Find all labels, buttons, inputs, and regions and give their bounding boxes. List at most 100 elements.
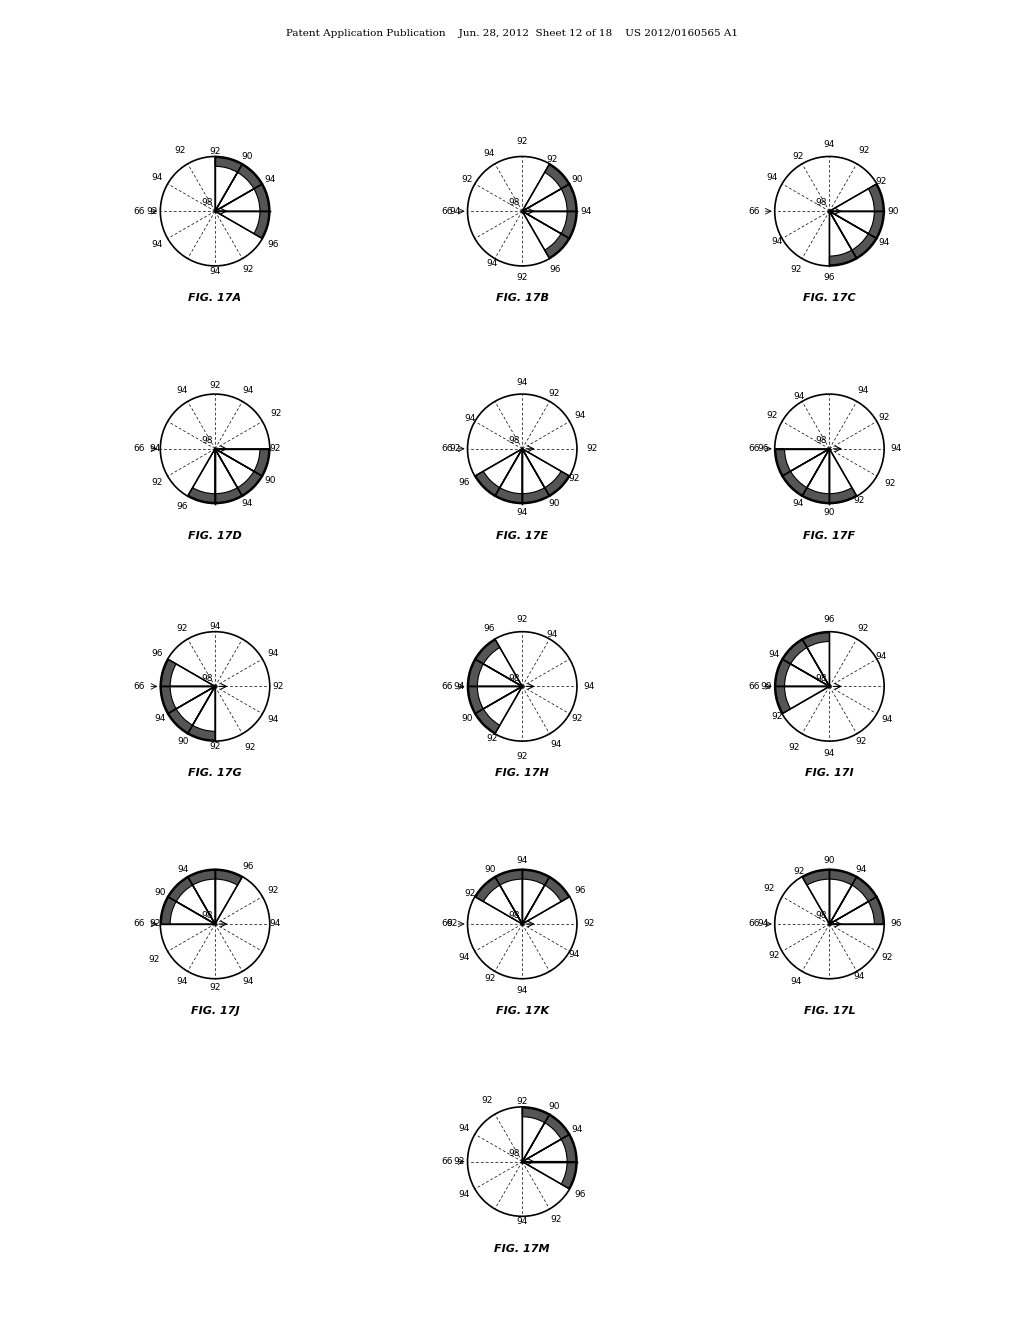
Text: 92: 92: [174, 147, 185, 154]
Text: 94: 94: [516, 986, 528, 995]
Text: 94: 94: [882, 715, 893, 725]
Wedge shape: [522, 1115, 568, 1162]
Text: 94: 94: [450, 207, 461, 215]
Text: 96: 96: [483, 624, 495, 634]
Text: 92: 92: [209, 742, 221, 751]
Text: 96: 96: [243, 862, 254, 871]
Wedge shape: [188, 725, 215, 741]
Text: 94: 94: [769, 651, 780, 659]
Text: 96: 96: [176, 502, 187, 511]
Wedge shape: [522, 449, 549, 503]
Wedge shape: [215, 185, 268, 211]
Text: 94: 94: [823, 748, 836, 758]
Wedge shape: [783, 640, 807, 664]
Text: 92: 92: [148, 954, 160, 964]
Text: 90: 90: [571, 176, 583, 183]
Text: 94: 94: [454, 682, 465, 690]
Text: 94: 94: [571, 1126, 583, 1134]
Text: 92: 92: [243, 264, 254, 273]
Text: 66: 66: [441, 920, 453, 928]
Wedge shape: [162, 898, 215, 924]
Text: 94: 94: [150, 445, 161, 453]
Wedge shape: [868, 185, 883, 211]
Wedge shape: [829, 898, 883, 924]
Wedge shape: [215, 449, 242, 503]
Text: 96: 96: [823, 273, 836, 282]
Text: FIG. 17A: FIG. 17A: [188, 293, 242, 304]
Wedge shape: [522, 185, 575, 211]
Wedge shape: [476, 686, 522, 733]
Text: 94: 94: [855, 865, 867, 874]
Text: 94: 94: [792, 499, 804, 508]
Text: 66: 66: [441, 207, 453, 215]
Wedge shape: [522, 870, 549, 886]
Text: 92: 92: [854, 496, 865, 506]
Text: 94: 94: [459, 1191, 470, 1200]
Text: 92: 92: [568, 474, 580, 483]
Wedge shape: [829, 878, 876, 924]
Text: Patent Application Publication    Jun. 28, 2012  Sheet 12 of 18    US 2012/01605: Patent Application Publication Jun. 28, …: [286, 29, 738, 38]
Text: 98: 98: [815, 911, 827, 920]
Wedge shape: [188, 449, 215, 503]
Wedge shape: [561, 185, 575, 211]
Text: 92: 92: [272, 682, 284, 690]
Text: 92: 92: [270, 409, 282, 418]
Text: 92: 92: [446, 920, 458, 928]
Wedge shape: [783, 640, 829, 686]
Text: 94: 94: [857, 387, 868, 396]
Text: 92: 92: [462, 176, 473, 183]
Wedge shape: [522, 1107, 549, 1123]
Text: 98: 98: [201, 911, 213, 920]
Text: FIG. 17B: FIG. 17B: [496, 293, 549, 304]
Wedge shape: [215, 449, 261, 495]
Wedge shape: [783, 449, 829, 495]
Wedge shape: [545, 471, 568, 495]
Text: 98: 98: [201, 198, 213, 207]
Text: 98: 98: [508, 1148, 520, 1158]
Text: 94: 94: [243, 977, 254, 986]
Text: 94: 94: [241, 499, 253, 508]
Text: 90: 90: [887, 207, 899, 215]
Text: FIG. 17K: FIG. 17K: [496, 1006, 549, 1016]
Text: 94: 94: [879, 239, 890, 247]
Wedge shape: [469, 660, 483, 686]
Wedge shape: [215, 870, 242, 886]
Text: 98: 98: [508, 436, 520, 445]
Text: 94: 94: [516, 508, 528, 516]
Wedge shape: [852, 878, 876, 902]
Text: 92: 92: [855, 737, 867, 746]
Wedge shape: [522, 211, 568, 257]
Text: 92: 92: [788, 743, 800, 751]
Wedge shape: [215, 157, 242, 173]
Wedge shape: [803, 870, 829, 924]
Wedge shape: [829, 870, 856, 924]
Wedge shape: [868, 211, 883, 238]
Wedge shape: [829, 487, 856, 503]
Wedge shape: [522, 487, 549, 503]
Text: 66: 66: [441, 682, 453, 690]
Text: 66: 66: [134, 682, 145, 690]
Wedge shape: [215, 870, 242, 924]
Wedge shape: [215, 165, 261, 211]
Text: 94: 94: [155, 714, 166, 722]
Text: 92: 92: [879, 413, 890, 421]
Wedge shape: [476, 709, 500, 733]
Text: 92: 92: [450, 445, 461, 453]
Text: 92: 92: [481, 1097, 493, 1105]
Text: 94: 94: [209, 267, 221, 276]
Text: 92: 92: [176, 624, 187, 634]
Text: 94: 94: [264, 176, 275, 183]
Text: 66: 66: [749, 920, 760, 928]
Text: 90: 90: [177, 737, 189, 746]
Wedge shape: [496, 870, 522, 924]
Text: 90: 90: [462, 714, 473, 722]
Text: 92: 92: [885, 479, 896, 488]
Text: 66: 66: [134, 920, 145, 928]
Text: 94: 94: [176, 387, 187, 396]
Text: 94: 94: [243, 387, 254, 396]
Text: 92: 92: [791, 264, 802, 273]
Wedge shape: [162, 686, 176, 713]
Text: 94: 94: [486, 259, 498, 268]
Wedge shape: [776, 449, 791, 475]
Text: 92: 92: [209, 983, 221, 991]
